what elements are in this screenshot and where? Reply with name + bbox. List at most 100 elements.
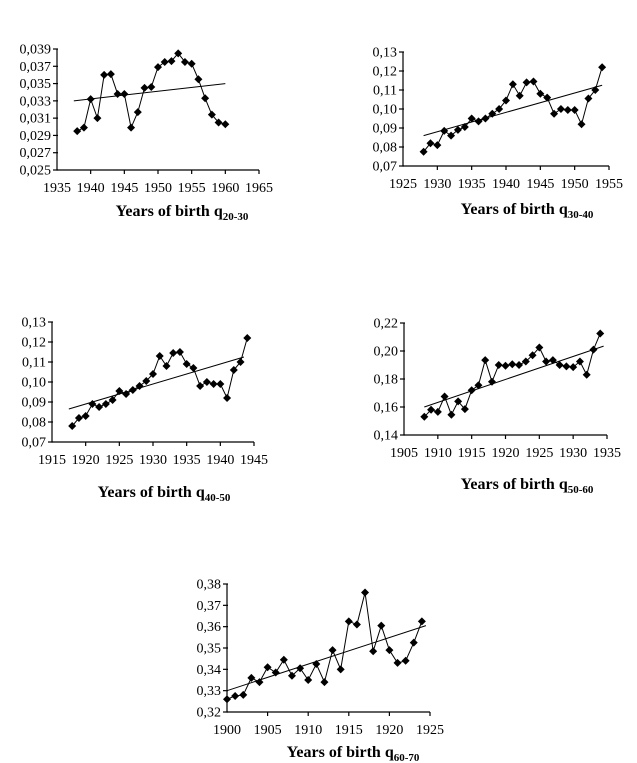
data-point-marker	[569, 363, 578, 372]
data-point-marker	[133, 108, 142, 117]
data-point-marker	[320, 678, 329, 687]
data-point-marker	[95, 403, 104, 411]
x-axis-title: Years of birth q20-30	[116, 203, 249, 223]
data-point-marker	[377, 621, 386, 630]
y-tick-label: 0,027	[20, 146, 51, 161]
data-point-marker	[487, 377, 496, 386]
data-point-marker	[570, 105, 579, 114]
y-tick-label: 0,18	[374, 373, 399, 388]
x-tick-label: 1915	[458, 446, 486, 461]
data-point-marker	[515, 91, 524, 100]
x-tick-label: 1900	[213, 723, 241, 738]
data-point-marker	[488, 109, 497, 118]
data-point-marker	[239, 690, 248, 699]
data-point-marker	[352, 620, 361, 629]
data-point-marker	[106, 70, 115, 79]
y-tick-label: 0,14	[374, 429, 399, 444]
x-tick-label: 1935	[173, 453, 201, 468]
data-point-marker	[279, 655, 288, 664]
x-axis-title-text: Years of birth q	[461, 476, 568, 493]
data-point-marker	[535, 343, 544, 352]
y-tick-label: 0,12	[22, 336, 47, 351]
data-point-marker	[155, 352, 164, 360]
data-point-marker	[174, 49, 183, 58]
data-point-marker	[453, 125, 462, 134]
data-point-marker	[598, 63, 607, 72]
data-point-marker	[113, 89, 122, 98]
data-point-marker	[409, 638, 418, 647]
data-point-marker	[255, 678, 264, 687]
data-point-marker	[369, 647, 378, 656]
x-axis-title-subscript: 60-70	[394, 752, 420, 763]
data-point-marker	[187, 59, 196, 68]
data-point-marker	[495, 105, 504, 113]
data-point-marker	[591, 86, 600, 94]
data-point-marker	[460, 123, 469, 132]
y-tick-label: 0,09	[373, 122, 398, 137]
data-point-marker	[521, 357, 530, 366]
data-point-marker	[216, 380, 225, 388]
data-point-marker	[180, 57, 189, 66]
data-point-marker	[175, 348, 184, 356]
data-point-marker	[529, 77, 538, 86]
x-tick-label: 1930	[423, 177, 451, 192]
data-point-marker	[100, 70, 109, 79]
data-point-marker	[68, 422, 77, 430]
data-point-marker	[575, 357, 584, 366]
data-point-marker	[454, 397, 463, 406]
x-tick-label: 1925	[389, 177, 417, 192]
trend-line	[423, 84, 603, 137]
y-tick-label: 0,035	[20, 77, 51, 92]
data-point-marker	[108, 396, 117, 404]
data-point-marker	[154, 63, 162, 72]
data-point-marker	[494, 361, 503, 369]
chart-q60-70: 0,38 0,37 0,36 0,35 0,34 0,33 0,32 1900 1905 1910…	[170, 566, 462, 763]
data-point-marker	[86, 95, 95, 104]
data-point-marker	[101, 400, 110, 408]
x-tick-label: 1945	[240, 453, 268, 468]
data-point-marker	[556, 105, 565, 113]
x-tick-label: 1940	[206, 453, 234, 468]
data-point-marker	[115, 387, 124, 395]
x-tick-label: 1905	[390, 446, 418, 461]
chart-canvas-q40-50: 0,13 0,12 0,11 0,10 0,09 0,08 0,07 1915 1920 1925…	[22, 316, 269, 505]
data-point-marker	[263, 663, 272, 672]
y-tick-label: 0,11	[22, 356, 46, 371]
data-point-marker	[120, 89, 129, 98]
data-point-marker	[385, 646, 394, 655]
data-point-marker	[223, 695, 231, 704]
y-tick-label: 0,08	[22, 416, 47, 431]
chart-canvas-q30-40: 0,13 0,12 0,11 0,10 0,09 0,08 0,07 1925 1930 1935…	[373, 46, 624, 222]
data-point-marker	[201, 94, 210, 103]
data-point-marker	[460, 405, 469, 414]
data-point-marker	[81, 412, 90, 420]
data-point-marker	[79, 123, 88, 132]
data-point-marker	[596, 329, 605, 338]
x-axis-title: Years of birth q50-60	[461, 476, 594, 496]
x-axis-title-subscript: 30-40	[568, 209, 594, 221]
y-tick-label: 0,11	[373, 84, 397, 99]
data-point-marker	[393, 658, 402, 667]
data-point-marker	[214, 118, 223, 127]
data-point-marker	[584, 94, 593, 103]
axes	[226, 584, 430, 713]
data-point-marker	[169, 349, 178, 357]
data-point-marker	[427, 405, 436, 414]
data-point-marker	[508, 360, 517, 369]
data-point-marker	[542, 357, 551, 366]
data-point-marker	[221, 120, 230, 129]
data-point-marker	[474, 381, 483, 390]
chart-canvas-q50-60: 0,22 0,20 0,18 0,16 0,14 1905 1910 1915 1920 1925…	[374, 317, 622, 497]
data-point-marker	[93, 114, 102, 123]
data-point-marker	[209, 380, 218, 388]
data-point-marker	[147, 83, 156, 92]
data-point-marker	[236, 358, 245, 366]
data-point-marker	[543, 93, 552, 102]
data-point-marker	[287, 671, 296, 680]
x-tick-label: 1920	[492, 446, 520, 461]
x-tick-label: 1950	[144, 181, 172, 196]
y-tick-label: 0,07	[373, 160, 398, 175]
y-tick-label: 0,20	[374, 345, 399, 360]
data-point-marker	[548, 356, 557, 365]
data-point-marker	[122, 390, 131, 398]
